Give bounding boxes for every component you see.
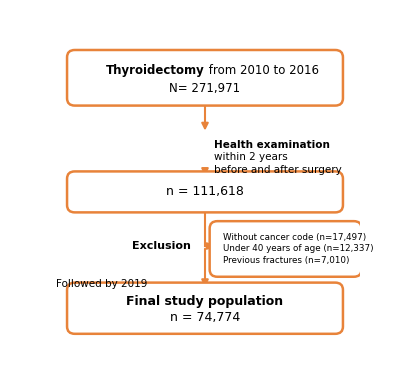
Text: from 2010 to 2016: from 2010 to 2016: [205, 64, 319, 77]
Text: Under 40 years of age (n=12,337): Under 40 years of age (n=12,337): [223, 244, 374, 253]
Text: Without cancer code (n=17,497): Without cancer code (n=17,497): [223, 233, 366, 242]
FancyBboxPatch shape: [67, 283, 343, 334]
Text: Health examination: Health examination: [214, 140, 330, 150]
Text: Final study population: Final study population: [126, 295, 284, 308]
Text: Followed by 2019: Followed by 2019: [56, 279, 148, 289]
FancyBboxPatch shape: [210, 221, 362, 277]
Text: N= 271,971: N= 271,971: [170, 82, 240, 95]
Text: n = 74,774: n = 74,774: [170, 311, 240, 324]
Text: Exclusion: Exclusion: [132, 241, 191, 251]
Text: Thyroidectomy: Thyroidectomy: [106, 64, 205, 77]
Text: Previous fractures (n=7,010): Previous fractures (n=7,010): [223, 256, 350, 265]
Text: before and after surgery: before and after surgery: [214, 165, 342, 175]
FancyBboxPatch shape: [67, 171, 343, 212]
Text: within 2 years: within 2 years: [214, 152, 288, 162]
Text: n = 111,618: n = 111,618: [166, 185, 244, 198]
FancyBboxPatch shape: [67, 50, 343, 106]
